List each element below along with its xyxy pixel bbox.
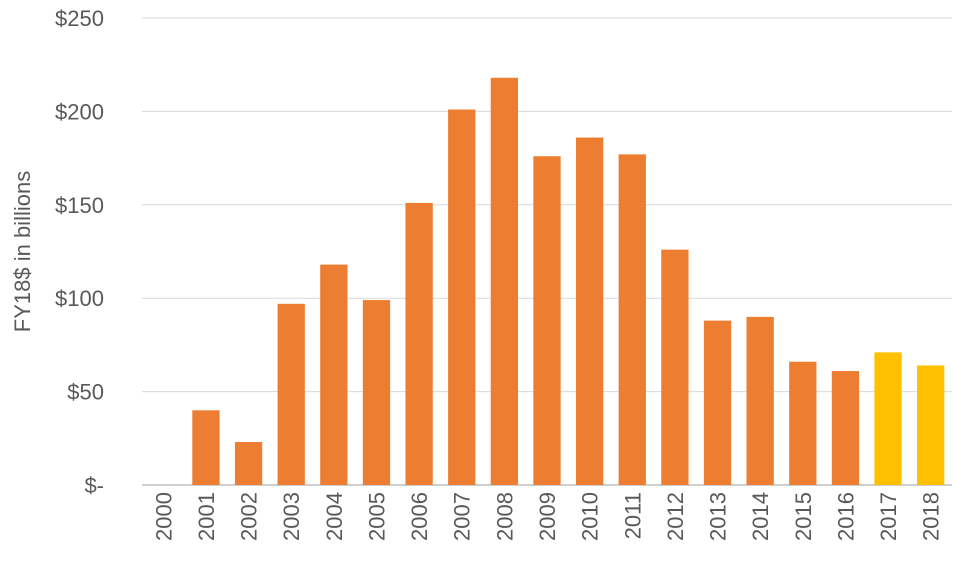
x-tick-label-2018: 2018 <box>919 492 944 541</box>
x-tick-label-2008: 2008 <box>492 492 517 541</box>
bar-2011 <box>618 154 646 485</box>
bar-2007 <box>448 109 476 486</box>
y-tick-label: $50 <box>67 380 104 405</box>
x-tick-label-2017: 2017 <box>876 492 901 541</box>
y-tick-label: $200 <box>55 99 104 124</box>
bar-2004 <box>320 264 348 485</box>
bar-2012 <box>661 249 689 485</box>
bar-2008 <box>490 77 519 485</box>
bar-2016 <box>831 371 860 485</box>
bar-2018 <box>917 365 945 485</box>
x-tick-label-2003: 2003 <box>279 492 304 541</box>
x-tick-label-2015: 2015 <box>791 492 816 541</box>
x-tick-label-2010: 2010 <box>578 492 603 541</box>
x-tick-label-2012: 2012 <box>663 492 688 541</box>
x-tick-label-2016: 2016 <box>833 492 858 541</box>
x-tick-label-2002: 2002 <box>237 492 262 541</box>
bar-2002 <box>234 442 263 485</box>
x-tick-label-2006: 2006 <box>407 492 432 541</box>
x-tick-label-2011: 2011 <box>620 492 645 539</box>
x-axis-tick-labels: 2000 2001 2002 2003 2004 2005 2006 2007 2008 2009… <box>151 492 943 541</box>
bar-2006 <box>405 202 433 485</box>
y-tick-label: $100 <box>55 286 104 311</box>
bar-2015 <box>789 361 817 485</box>
bar-2005 <box>362 300 391 485</box>
y-tick-label: $- <box>84 473 104 498</box>
x-tick-label-2007: 2007 <box>450 492 475 541</box>
bars <box>192 77 945 486</box>
bar-2009 <box>533 156 561 485</box>
bar-2001 <box>192 410 220 485</box>
bar-2003 <box>277 303 305 485</box>
y-tick-label: $250 <box>55 6 104 31</box>
bar-2017 <box>874 352 902 485</box>
x-tick-label-2005: 2005 <box>364 492 389 541</box>
x-tick-label-2013: 2013 <box>706 492 731 541</box>
bar-2014 <box>746 316 774 485</box>
x-tick-label-2004: 2004 <box>322 492 347 541</box>
y-axis-tick-labels: $- $50 $100 $150 $200 $250 <box>55 6 104 498</box>
y-axis-title: FY18$ in billions <box>10 171 35 332</box>
bar-2010 <box>575 137 604 485</box>
x-tick-label-2001: 2001 <box>194 492 219 541</box>
bar-2013 <box>703 320 732 485</box>
y-tick-label: $150 <box>55 193 104 218</box>
x-tick-label-2000: 2000 <box>151 492 176 541</box>
x-tick-label-2014: 2014 <box>748 492 773 541</box>
x-tick-label-2009: 2009 <box>535 492 560 541</box>
